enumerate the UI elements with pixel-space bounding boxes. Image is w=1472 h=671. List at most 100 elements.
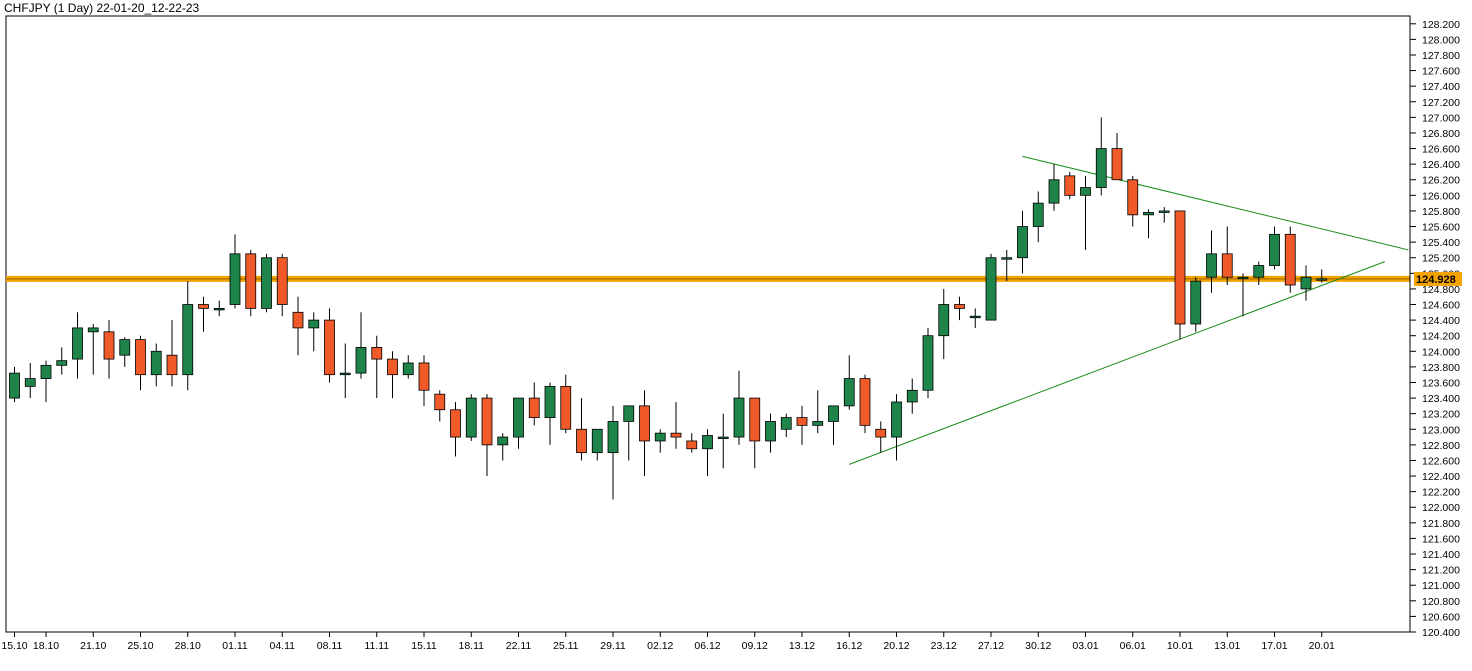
candle-8 (119, 337, 131, 367)
candle-33 (513, 397, 524, 449)
candle-40 (623, 405, 635, 461)
candle-body (1190, 280, 1202, 325)
candle-31 (481, 394, 493, 477)
candle-49 (765, 413, 776, 453)
candle-body (324, 319, 335, 376)
candle-11 (166, 320, 178, 387)
candle-19 (292, 296, 304, 356)
candle-38 (591, 428, 603, 461)
x-tick-label: 06.01 (1120, 640, 1146, 652)
candle-81 (1269, 226, 1280, 270)
candle-65 (1017, 210, 1028, 274)
y-axis: 120.400 120.600 120.800 121.000 121.200 121.4… (1409, 16, 1460, 639)
y-tick-label: 124.800 (1422, 284, 1460, 296)
candle-body (418, 362, 430, 391)
candle-body (371, 346, 383, 360)
candle-body (576, 428, 587, 454)
candle-48 (749, 397, 761, 469)
candle-70 (1095, 117, 1107, 196)
candle-body (607, 421, 619, 454)
candle-body (1001, 257, 1013, 260)
y-tick-label: 123.200 (1422, 409, 1460, 421)
candle-body (686, 440, 698, 450)
candle-73 (1143, 209, 1154, 239)
candle-39 (607, 405, 619, 500)
x-tick-label: 09.12 (742, 640, 768, 652)
y-tick-label: 127.000 (1422, 112, 1460, 124)
y-tick-label: 125.800 (1422, 206, 1460, 218)
candle-body (339, 372, 351, 376)
candle-body (591, 428, 603, 454)
candle-body (1048, 179, 1060, 204)
candle-body (969, 315, 981, 319)
x-tick-label: 25.11 (553, 640, 579, 652)
candle-56 (875, 421, 887, 453)
x-tick-label: 28.10 (175, 640, 201, 652)
candle-body (1206, 253, 1217, 278)
candle-44 (686, 433, 698, 453)
x-tick-label: 11.11 (364, 640, 389, 652)
y-tick-label: 122.600 (1422, 455, 1460, 467)
candle-62 (969, 308, 981, 328)
candle-10 (150, 343, 162, 387)
candle-20 (308, 312, 320, 352)
candle-2 (24, 362, 36, 399)
y-tick-label: 123.600 (1422, 377, 1460, 389)
y-tick-label: 121.400 (1422, 549, 1460, 561)
y-tick-label: 125.600 (1422, 222, 1460, 234)
candle-body (1095, 148, 1107, 188)
candle-body (1111, 148, 1123, 181)
candle-16 (245, 249, 257, 317)
candle-63 (985, 253, 997, 321)
candle-22 (339, 343, 351, 399)
x-tick-label: 06.12 (694, 640, 720, 652)
x-tick-label: 13.01 (1214, 640, 1240, 652)
candle-body (1221, 253, 1233, 278)
candle-45 (702, 429, 713, 477)
candle-body (387, 358, 398, 376)
candle-77 (1206, 230, 1217, 293)
trendline-1 (849, 261, 1385, 465)
x-tick-label: 29.11 (600, 640, 626, 652)
candle-body (1237, 276, 1249, 280)
candle-body (796, 417, 808, 426)
candle-body (513, 397, 524, 438)
x-tick-label: 13.12 (789, 640, 815, 652)
candle-body (1174, 210, 1186, 325)
candle-74 (1158, 207, 1170, 223)
candle-82 (1284, 226, 1296, 293)
candle-body (749, 397, 761, 442)
candle-body (308, 319, 320, 329)
candle-body (182, 304, 194, 376)
candle-body (1127, 179, 1139, 216)
candle-body (544, 385, 556, 418)
candle-37 (576, 398, 587, 461)
candle-57 (891, 394, 902, 461)
x-tick-label: 16.12 (836, 640, 862, 652)
y-tick-label: 122.800 (1422, 440, 1460, 452)
candle-body (24, 378, 36, 387)
candle-72 (1127, 175, 1139, 227)
candle-body (985, 257, 997, 321)
candle-17 (261, 253, 272, 313)
x-tick-label: 18.11 (459, 640, 485, 652)
candle-29 (450, 401, 461, 457)
y-tick-label: 127.800 (1422, 50, 1460, 62)
candle-58 (906, 378, 918, 414)
candle-60 (938, 288, 950, 360)
candle-54 (843, 355, 855, 410)
x-tick-label: 15.10 (1, 640, 27, 652)
y-tick-label: 124.000 (1422, 346, 1460, 358)
x-tick-label: 08.11 (317, 640, 343, 652)
candle-body (213, 308, 225, 311)
candle-23 (355, 312, 367, 379)
candle-body (828, 405, 839, 422)
candle-body (906, 389, 918, 403)
y-tick-label: 126.000 (1422, 190, 1460, 202)
y-tick-label: 127.200 (1422, 97, 1460, 109)
candle-body (1080, 187, 1091, 196)
y-tick-label: 125.200 (1422, 253, 1460, 265)
y-tick-label: 123.800 (1422, 362, 1460, 374)
y-tick-label: 123.400 (1422, 393, 1460, 405)
